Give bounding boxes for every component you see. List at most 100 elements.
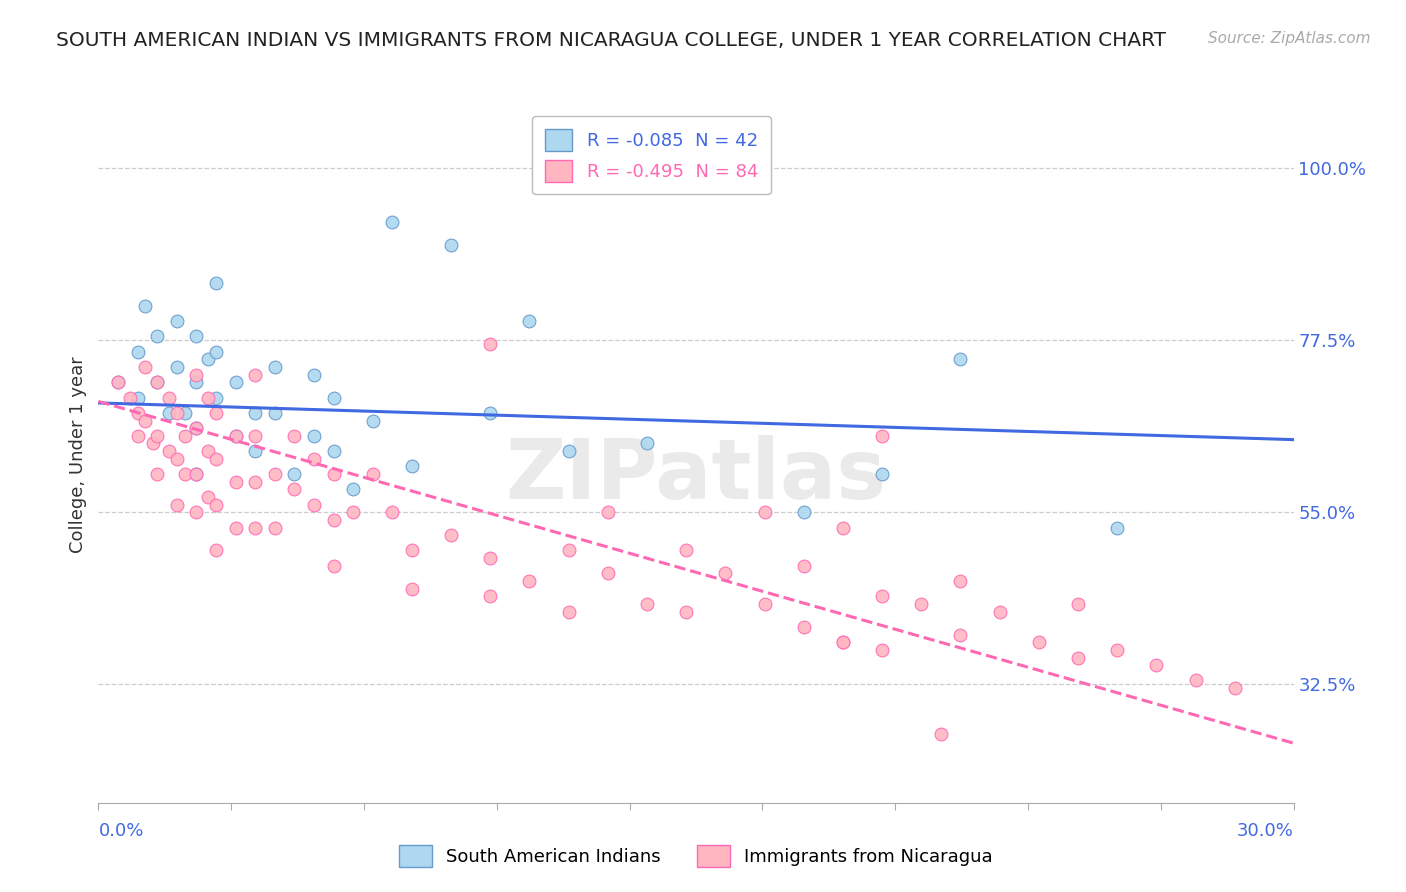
Point (205, 344, 228, 359)
Text: 30.0%: 30.0% (1237, 822, 1294, 840)
Point (793, 558, 815, 573)
Point (519, 314, 541, 328)
Point (479, 590, 502, 604)
Point (870, 467, 893, 481)
Point (134, 413, 156, 427)
Point (263, 359, 285, 374)
Point (322, 391, 344, 405)
Point (793, 505, 815, 519)
Point (401, 459, 423, 474)
Point (157, 391, 180, 405)
Point (186, 421, 208, 435)
Point (197, 444, 219, 458)
Point (173, 467, 195, 481)
Point (283, 483, 305, 497)
Point (142, 436, 165, 450)
Point (243, 368, 266, 382)
Point (146, 376, 169, 390)
Point (263, 406, 285, 420)
Point (754, 597, 776, 611)
Point (197, 352, 219, 367)
Point (361, 467, 384, 481)
Point (1028, 635, 1050, 649)
Point (832, 635, 855, 649)
Point (322, 467, 344, 481)
Point (205, 391, 228, 405)
Point (479, 337, 502, 351)
Point (225, 475, 247, 489)
Point (302, 368, 325, 382)
Point (793, 620, 815, 634)
Point (107, 376, 129, 390)
Point (1107, 643, 1129, 657)
Point (166, 314, 188, 328)
Point (675, 543, 697, 558)
Point (134, 359, 156, 374)
Point (557, 444, 579, 458)
Text: 0.0%: 0.0% (98, 822, 143, 840)
Point (283, 467, 305, 481)
Point (243, 406, 266, 420)
Point (519, 574, 541, 588)
Point (186, 368, 208, 382)
Point (205, 543, 228, 558)
Point (322, 444, 344, 458)
Point (107, 376, 129, 390)
Point (225, 520, 247, 534)
Point (186, 376, 208, 390)
Point (127, 406, 149, 420)
Point (440, 237, 463, 252)
Point (675, 605, 697, 619)
Point (1184, 673, 1206, 688)
Point (146, 467, 169, 481)
Point (929, 727, 952, 741)
Legend: South American Indians, Immigrants from Nicaragua: South American Indians, Immigrants from … (392, 838, 1000, 874)
Point (302, 451, 325, 466)
Point (205, 451, 228, 466)
Point (225, 376, 247, 390)
Point (157, 406, 180, 420)
Point (832, 520, 855, 534)
Point (186, 467, 208, 481)
Point (283, 429, 305, 443)
Point (361, 413, 384, 427)
Point (225, 429, 247, 443)
Point (157, 444, 180, 458)
Point (263, 520, 285, 534)
Point (166, 498, 188, 512)
Text: ZIPatlas: ZIPatlas (506, 435, 886, 516)
Point (479, 406, 502, 420)
Point (870, 643, 893, 657)
Point (197, 490, 219, 504)
Point (302, 498, 325, 512)
Point (596, 566, 619, 581)
Text: Source: ZipAtlas.com: Source: ZipAtlas.com (1208, 31, 1371, 46)
Point (127, 391, 149, 405)
Point (127, 344, 149, 359)
Point (166, 451, 188, 466)
Point (146, 376, 169, 390)
Point (342, 483, 364, 497)
Point (205, 406, 228, 420)
Point (636, 597, 658, 611)
Point (949, 627, 972, 641)
Point (205, 276, 228, 290)
Point (197, 391, 219, 405)
Point (401, 543, 423, 558)
Point (263, 467, 285, 481)
Point (949, 574, 972, 588)
Point (754, 505, 776, 519)
Point (1144, 658, 1167, 673)
Point (205, 498, 228, 512)
Point (1067, 597, 1090, 611)
Point (381, 505, 404, 519)
Point (557, 543, 579, 558)
Point (949, 352, 972, 367)
Point (243, 444, 266, 458)
Point (186, 505, 208, 519)
Point (243, 429, 266, 443)
Point (186, 467, 208, 481)
Point (832, 635, 855, 649)
Point (173, 429, 195, 443)
Point (401, 582, 423, 596)
